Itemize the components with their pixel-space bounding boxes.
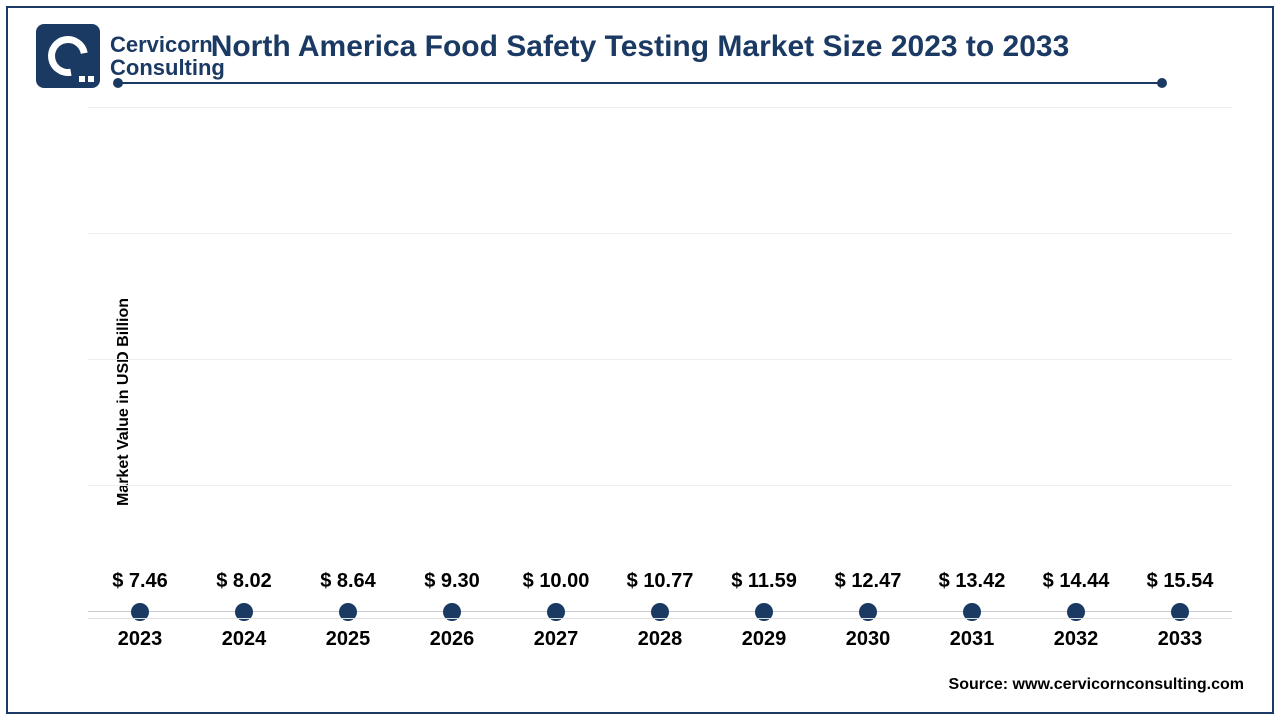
x-tick-label: 2025 bbox=[326, 628, 371, 651]
chart-title: North America Food Safety Testing Market… bbox=[8, 30, 1272, 64]
x-tick-label: 2032 bbox=[1054, 628, 1099, 651]
title-rule bbox=[118, 82, 1162, 84]
value-label: $ 9.30 bbox=[424, 570, 480, 593]
brand-dots-icon bbox=[79, 76, 94, 82]
x-labels-divider bbox=[88, 618, 1232, 619]
value-label: $ 14.44 bbox=[1043, 570, 1110, 593]
data-series: $ 7.46 $ 8.02 $ 8.64 $ 9.30 $ 10.00 $ 10.77 $ … bbox=[88, 108, 1232, 612]
x-axis-labels: 2023 2024 2025 2026 2027 2028 2029 2030 2031 2032… bbox=[88, 618, 1232, 658]
x-tick-label: 2026 bbox=[430, 628, 475, 651]
x-tick-label: 2023 bbox=[118, 628, 163, 651]
x-tick-label: 2024 bbox=[222, 628, 267, 651]
value-label: $ 7.46 bbox=[112, 570, 168, 593]
value-label: $ 13.42 bbox=[939, 570, 1006, 593]
value-label: $ 8.64 bbox=[320, 570, 376, 593]
value-label: $ 8.02 bbox=[216, 570, 272, 593]
plot-area: $ 7.46 $ 8.02 $ 8.64 $ 9.30 $ 10.00 $ 10.77 $ … bbox=[88, 108, 1232, 612]
x-tick-label: 2030 bbox=[846, 628, 891, 651]
x-tick-label: 2027 bbox=[534, 628, 579, 651]
x-tick-label: 2031 bbox=[950, 628, 995, 651]
value-label: $ 10.00 bbox=[523, 570, 590, 593]
x-tick-label: 2028 bbox=[638, 628, 683, 651]
chart-frame: Cervicorn Consulting North America Food … bbox=[6, 6, 1274, 714]
x-tick-label: 2029 bbox=[742, 628, 787, 651]
value-label: $ 15.54 bbox=[1147, 570, 1214, 593]
value-label: $ 11.59 bbox=[731, 570, 797, 593]
x-tick-label: 2033 bbox=[1158, 628, 1203, 651]
value-label: $ 10.77 bbox=[627, 570, 694, 593]
value-label: $ 12.47 bbox=[835, 570, 902, 593]
source-label: Source: www.cervicornconsulting.com bbox=[949, 676, 1244, 694]
